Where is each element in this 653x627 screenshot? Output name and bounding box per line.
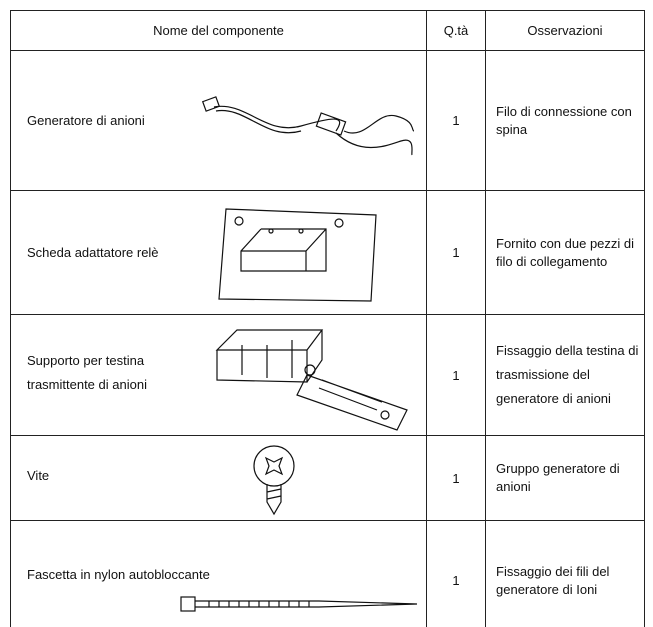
name-cell: Fascetta in nylon autobloccante [10, 520, 427, 627]
component-name: Fascetta in nylon autobloccante [27, 567, 210, 582]
qty-cell: 1 [426, 190, 486, 315]
relay-board-illustration [218, 208, 377, 302]
generator-illustration [201, 96, 415, 156]
header-cell: Osservazioni [485, 10, 645, 51]
notes-cell: Fornito con due pezzi di filo di collega… [485, 190, 645, 315]
name-cell: Vite [10, 435, 427, 521]
notes-cell: Filo di connessione con spina [485, 50, 645, 191]
component-name: Supporto per testina trasmittente di ani… [27, 353, 147, 392]
table-row: Generatore di anioni 1 Filo di connessio… [10, 50, 645, 191]
notes-cell: Gruppo generatore di anioni [485, 435, 645, 521]
table-row: Vite 1 Gruppo generatore di anioni [10, 435, 645, 521]
qty-cell: 1 [426, 520, 486, 627]
name-cell: Supporto per testina trasmittente di ani… [10, 314, 427, 436]
table-row: Fascetta in nylon autobloccante 1 Fissag… [10, 520, 645, 627]
qty-cell: 1 [426, 50, 486, 191]
header-cell: Nome del componente [10, 10, 427, 51]
holder-illustration [215, 329, 408, 431]
name-cell: Generatore di anioni [10, 50, 427, 191]
component-name: Scheda adattatore relè [27, 245, 159, 260]
notes-cell: Fissaggio dei fili del generatore di Ion… [485, 520, 645, 627]
qty-cell: 1 [426, 314, 486, 436]
screw-illustration [253, 445, 295, 516]
component-name: Vite [27, 468, 50, 483]
table-row: Supporto per testina trasmittente di ani… [10, 314, 645, 436]
table-row: Scheda adattatore relè 1 Fornito con due… [10, 190, 645, 315]
qty-cell: 1 [426, 435, 486, 521]
header-row: Nome del componente Q.tà Osservazioni [10, 10, 645, 51]
notes-cell: Fissaggio della testina di trasmissione … [485, 314, 645, 436]
components-table: Nome del componente Q.tà Osservazioni Ge… [10, 10, 645, 627]
component-name: Generatore di anioni [27, 113, 145, 128]
header-cell: Q.tà [426, 10, 486, 51]
name-cell: Scheda adattatore relè [10, 190, 427, 315]
cable-tie-illustration [180, 596, 418, 612]
